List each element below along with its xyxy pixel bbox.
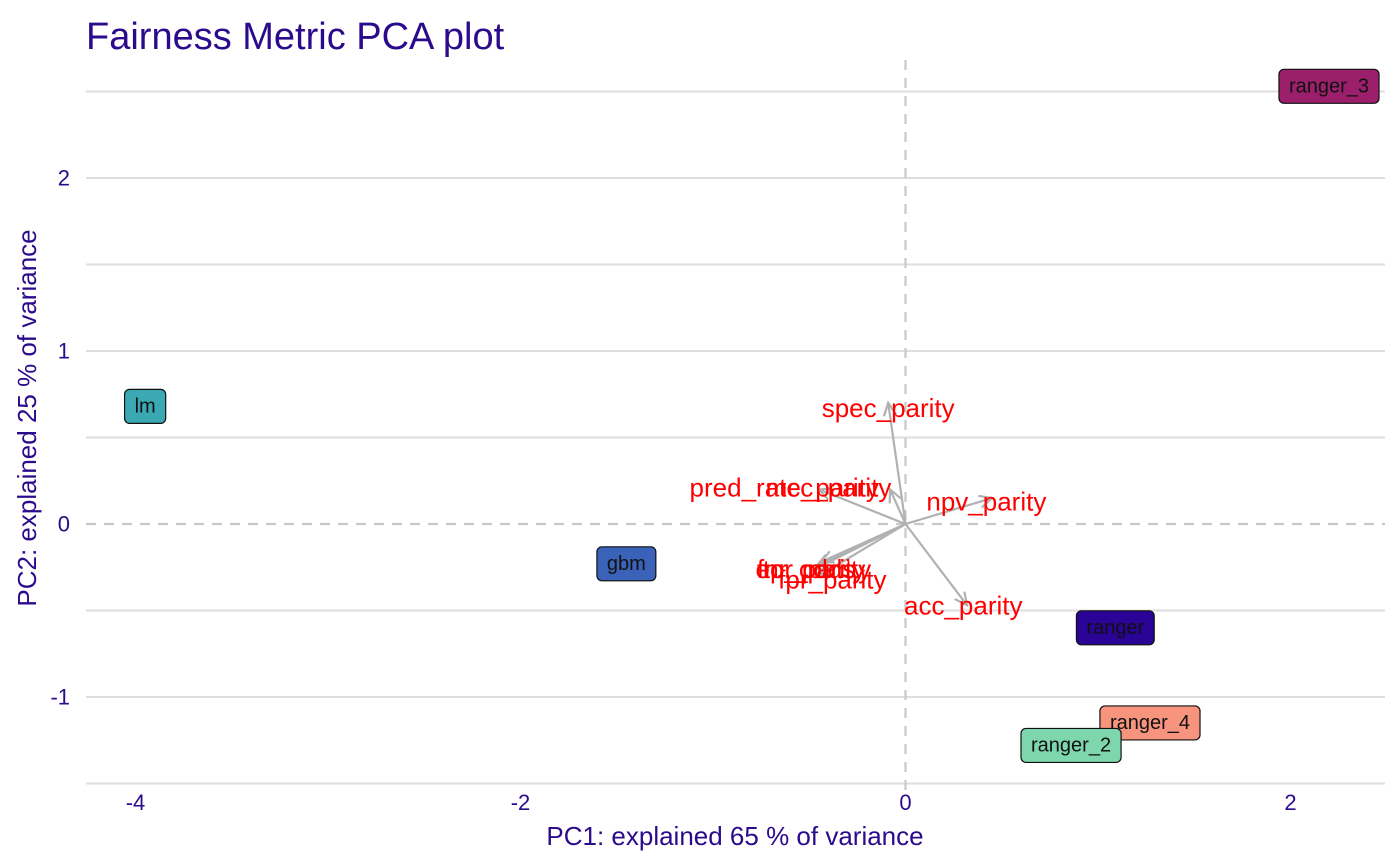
model-box-ranger_4 xyxy=(1099,705,1201,741)
loading-arrow-npv_parity xyxy=(905,496,993,526)
loading-arrow-tpr_parity xyxy=(820,522,906,564)
x-axis-title: PC1: explained 65 % of variance xyxy=(546,821,923,851)
x-tick-label: -2 xyxy=(511,790,531,815)
model-box-gbm xyxy=(596,546,657,582)
model-box-ranger xyxy=(1075,610,1155,646)
model-point-lm: lm xyxy=(123,388,167,424)
loading-arrow-mcc_parity xyxy=(889,488,907,525)
loading-arrowhead-mcc_parity xyxy=(888,487,902,504)
loading-label-acc_parity: acc_parity xyxy=(904,590,1023,620)
loading-arrow-acc_parity xyxy=(904,523,968,606)
model-box-lm xyxy=(123,388,167,424)
x-tick-label: 0 xyxy=(899,790,911,815)
loading-arrowhead-spec_parity xyxy=(882,400,897,417)
model-point-ranger_3: ranger_3 xyxy=(1278,68,1380,104)
grid-layer xyxy=(86,90,1385,785)
loading-label-fpr_parity: fpr_parity xyxy=(778,564,886,594)
y-tick-label: 0 xyxy=(58,512,70,537)
loading-arrowhead-fpr_parity xyxy=(816,563,833,578)
y-tick-label: 2 xyxy=(58,166,70,191)
loading-arrowhead-tpr_parity xyxy=(818,550,835,564)
loading-label-fnr_parity: fnr_parity xyxy=(757,554,865,584)
model-box-ranger_2 xyxy=(1020,727,1122,764)
model-label-ranger_3: ranger_3 xyxy=(1289,75,1369,97)
model-label-ranger: ranger xyxy=(1086,617,1144,639)
loading-label-npv_parity: npv_parity xyxy=(926,487,1046,517)
model-label-ranger_2: ranger_2 xyxy=(1031,734,1111,756)
model-point-ranger_4: ranger_4 xyxy=(1099,705,1201,741)
model-label-lm: lm xyxy=(135,395,156,417)
loading-arrow-pred_rate_parity xyxy=(818,488,906,526)
model-point-ranger: ranger xyxy=(1075,610,1155,646)
y-axis-title: PC2: explained 25 % of variance xyxy=(12,229,42,606)
x-tick-label: 2 xyxy=(1284,790,1296,815)
loading-label-spec_parity: spec_parity xyxy=(822,393,955,423)
loading-arrowhead-acc_parity xyxy=(954,591,969,608)
loading-label-pred_rate_parity: pred_rate_parity xyxy=(690,473,879,503)
loading-label-mcc_parity: mcc_parity xyxy=(766,473,892,503)
model-point-gbm: gbm xyxy=(596,546,657,582)
model-box-ranger_3 xyxy=(1278,68,1380,104)
model-label-gbm: gbm xyxy=(607,553,646,575)
loading-label-tpr_parity: tpr_parity xyxy=(763,554,871,584)
zero-reference-lines xyxy=(86,60,1385,790)
model-point-ranger_2: ranger_2 xyxy=(1020,727,1122,764)
loading-arrows xyxy=(812,400,995,608)
model-label-ranger_4: ranger_4 xyxy=(1110,712,1190,734)
loading-arrow-spec_parity xyxy=(887,402,907,525)
x-tick-label: -4 xyxy=(126,790,146,815)
loading-arrowhead-npv_parity xyxy=(978,494,995,509)
loading-label-eq_odds: eq_odds xyxy=(756,554,856,584)
loading-arrow-fpr_parity xyxy=(818,523,907,577)
axis-ticks: -4 -2 0 2 -1 0 1 2 xyxy=(50,166,1296,816)
chart-title: Fairness Metric PCA plot xyxy=(86,16,505,58)
y-tick-label: 1 xyxy=(58,339,70,364)
loading-arrowhead-pred_rate_parity xyxy=(816,487,833,501)
y-tick-label: -1 xyxy=(50,685,70,710)
